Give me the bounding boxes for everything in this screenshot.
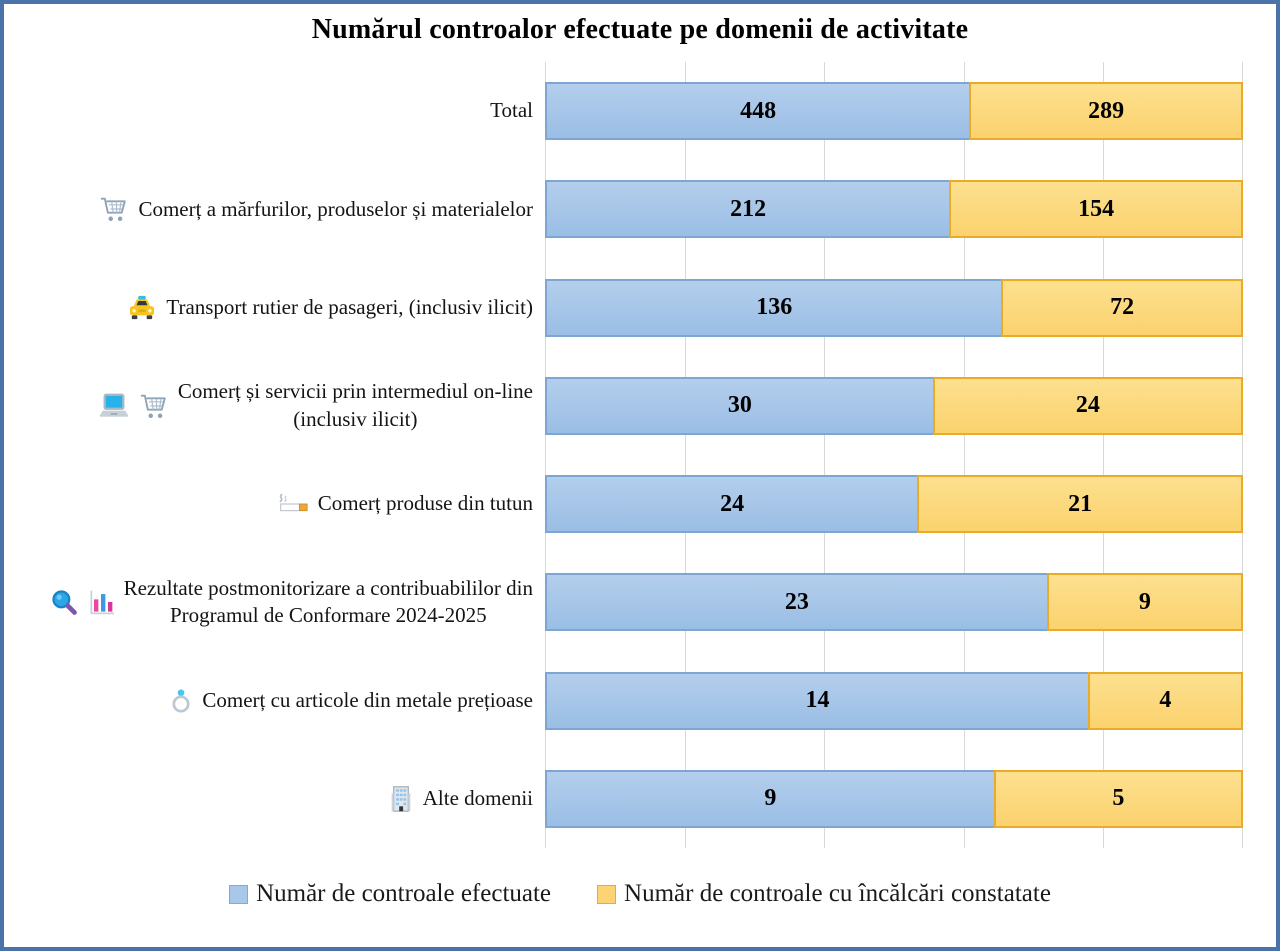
- category-label: Comerț produse din tutun: [4, 490, 545, 518]
- gridlines-layer: [545, 62, 1243, 848]
- legend-label: Număr de controale efectuate: [256, 880, 552, 907]
- bar-rows: Total 448 289 Comerț a mărfurilor, produsel…: [4, 62, 1276, 848]
- category-label-text: Comerț cu articole din metale prețioase: [202, 687, 533, 712]
- bar-segment-incalcari: 72: [1001, 278, 1243, 337]
- bar-segment-efectuate: 212: [545, 180, 950, 239]
- legend-item-efectuate: Număr de controale efectuate: [229, 880, 551, 908]
- bar-cell: 30 24: [545, 376, 1243, 435]
- stacked-bar: 448 289: [545, 82, 1243, 141]
- bar-segment-incalcari: 154: [949, 180, 1243, 239]
- chart-row: Alte domenii 9 5: [4, 750, 1276, 848]
- bar-cell: 23 9: [545, 573, 1243, 632]
- chart-row: Transport rutier de pasageri, (inclusiv …: [4, 259, 1276, 357]
- bar-segment-efectuate: 136: [545, 278, 1002, 337]
- chart-row: Rezultate postmonitorizare a contribuabi…: [4, 553, 1276, 651]
- taxi-icon: [127, 295, 157, 321]
- ring-icon: [169, 687, 193, 715]
- bar-value-label: 30: [727, 392, 752, 419]
- laptop-icon: [98, 392, 130, 420]
- bar-value-label: 23: [784, 588, 809, 615]
- building-icon: [388, 785, 414, 813]
- bar-segment-efectuate: 14: [545, 671, 1088, 730]
- bar-cell: 448 289: [545, 82, 1243, 141]
- stacked-bar: 23 9: [545, 573, 1243, 632]
- category-label: Comerț cu articole din metale prețioase: [4, 687, 545, 715]
- gridline: [684, 62, 686, 848]
- chart-title: Numărul controalor efectuate pe domenii …: [311, 14, 969, 45]
- bar-value-label: 154: [1078, 195, 1115, 222]
- cigarette-icon: [275, 492, 309, 516]
- legend-item-incalcari: Număr de controale cu încălcări constata…: [597, 880, 1051, 908]
- bar-segment-efectuate: 448: [545, 82, 970, 141]
- bar-segment-incalcari: 24: [932, 376, 1243, 435]
- stacked-bar: 14 4: [545, 671, 1243, 730]
- bar-value-label: 289: [1088, 97, 1125, 124]
- category-label-text: Rezultate postmonitorizare a contribuabi…: [123, 575, 533, 628]
- chart-row: Comerț cu articole din metale prețioase 1…: [4, 652, 1276, 750]
- bar-segment-incalcari: 9: [1046, 573, 1243, 632]
- magnifier-icon: [50, 588, 78, 616]
- bar-value-label: 212: [730, 195, 767, 222]
- bar-segment-incalcari: 289: [969, 82, 1243, 141]
- category-label-text: Comerț și servicii prin intermediul on-l…: [177, 379, 533, 431]
- bar-value-label: 24: [1075, 392, 1100, 419]
- category-label-text: Alte domenii: [422, 786, 533, 811]
- chart-row: Total 448 289: [4, 62, 1276, 160]
- chart-row: Comerț și servicii prin intermediul on-l…: [4, 357, 1276, 455]
- bar-value-label: 21: [1068, 490, 1093, 517]
- bar-value-label: 24: [720, 490, 745, 517]
- bar-cell: 14 4: [545, 671, 1243, 730]
- bar-cell: 212 154: [545, 180, 1243, 239]
- bar-chart-icon: [87, 588, 115, 616]
- bar-value-label: 448: [740, 97, 777, 124]
- bar-value-label: 14: [805, 687, 830, 714]
- bar-value-label: 5: [1112, 785, 1125, 812]
- bar-segment-incalcari: 21: [917, 475, 1243, 534]
- stacked-bar: 24 21: [545, 475, 1243, 534]
- category-label-text: Transport rutier de pasageri, (inclusiv …: [166, 294, 533, 319]
- category-label-text: Comerț produse din tutun: [317, 491, 533, 516]
- gridline: [824, 62, 826, 848]
- bar-value-label: 72: [1110, 294, 1135, 321]
- legend-label: Număr de controale cu încălcări constata…: [624, 880, 1051, 907]
- bar-segment-efectuate: 23: [545, 573, 1047, 632]
- cart-icon: [139, 392, 169, 420]
- gridline: [963, 62, 965, 848]
- category-label-text: Comerț a mărfurilor, produselor și mater…: [138, 196, 533, 221]
- stacked-bar: 212 154: [545, 180, 1243, 239]
- bar-cell: 136 72: [545, 278, 1243, 337]
- category-label: Alte domenii: [4, 785, 545, 813]
- legend-swatch-yellow: [597, 884, 617, 904]
- bar-segment-efectuate: 30: [545, 376, 933, 435]
- bar-value-label: 9: [1138, 588, 1151, 615]
- gridline: [1242, 62, 1243, 848]
- bar-segment-efectuate: 24: [545, 475, 918, 534]
- bar-value-label: 136: [756, 294, 793, 321]
- chart-row: Comerț produse din tutun 24 21: [4, 455, 1276, 553]
- category-label: Total: [4, 97, 545, 125]
- category-label: Rezultate postmonitorizare a contribuabi…: [4, 575, 545, 630]
- category-label: Comerț a mărfurilor, produselor și mater…: [4, 195, 545, 223]
- stacked-bar: 136 72: [545, 278, 1243, 337]
- bar-segment-efectuate: 9: [545, 769, 994, 828]
- stacked-bar: 30 24: [545, 376, 1243, 435]
- bar-cell: 24 21: [545, 475, 1243, 534]
- bar-value-label: 4: [1159, 687, 1172, 714]
- chart-row: Comerț a mărfurilor, produselor și mater…: [4, 160, 1276, 258]
- bar-value-label: 9: [764, 785, 777, 812]
- category-label: Comerț și servicii prin intermediul on-l…: [4, 378, 545, 433]
- category-label-text: Total: [490, 98, 533, 123]
- gridline: [1103, 62, 1105, 848]
- bar-segment-incalcari: 5: [993, 769, 1243, 828]
- plot-area: Total 448 289 Comerț a mărfurilor, produsel…: [4, 62, 1276, 848]
- cart-icon: [99, 195, 129, 223]
- legend: Număr de controale efectuate Număr de co…: [4, 880, 1276, 908]
- category-label: Transport rutier de pasageri, (inclusiv …: [4, 294, 545, 322]
- bar-segment-incalcari: 4: [1087, 671, 1243, 730]
- legend-swatch-blue: [229, 884, 249, 904]
- gridline: [545, 62, 546, 848]
